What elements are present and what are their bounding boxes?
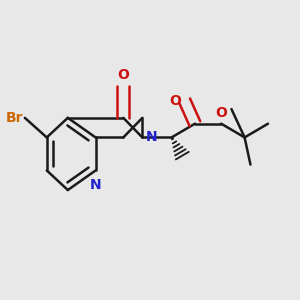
Text: O: O xyxy=(117,68,129,82)
Text: N: N xyxy=(90,178,101,192)
Text: O: O xyxy=(215,106,227,120)
Text: O: O xyxy=(169,94,181,108)
Text: N: N xyxy=(145,130,157,144)
Text: Br: Br xyxy=(6,111,23,125)
